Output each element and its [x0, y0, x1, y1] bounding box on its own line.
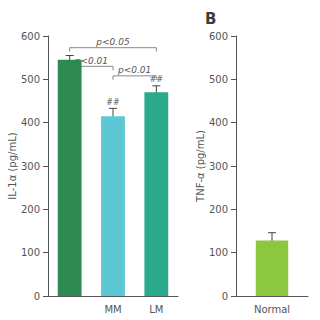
svg-text:600: 600 — [21, 31, 40, 42]
svg-text:500: 500 — [209, 74, 228, 85]
svg-text:p<0.05: p<0.05 — [95, 37, 130, 47]
svg-text:500: 500 — [21, 74, 40, 85]
svg-text:100: 100 — [209, 247, 228, 258]
svg-text:100: 100 — [21, 247, 40, 258]
svg-text:300: 300 — [209, 161, 228, 172]
svg-text:200: 200 — [21, 204, 40, 215]
svg-text:B: B — [205, 10, 216, 28]
svg-text:400: 400 — [21, 117, 40, 128]
svg-text:600: 600 — [209, 31, 228, 42]
svg-text:300: 300 — [21, 161, 40, 172]
svg-text:IL-1α (pg/mL): IL-1α (pg/mL) — [7, 132, 18, 199]
svg-text:##: ## — [106, 98, 120, 107]
svg-text:LM: LM — [149, 304, 163, 315]
svg-text:0: 0 — [222, 291, 228, 302]
svg-text:TNF-α (pg/mL): TNF-α (pg/mL) — [195, 130, 206, 203]
svg-text:p<0.01: p<0.01 — [117, 65, 151, 75]
svg-text:400: 400 — [209, 117, 228, 128]
svg-text:MM: MM — [104, 304, 121, 315]
svg-text:200: 200 — [209, 204, 228, 215]
svg-text:0: 0 — [34, 291, 40, 302]
svg-text:Normal: Normal — [254, 304, 290, 315]
svg-text:p<0.01: p<0.01 — [74, 55, 108, 66]
